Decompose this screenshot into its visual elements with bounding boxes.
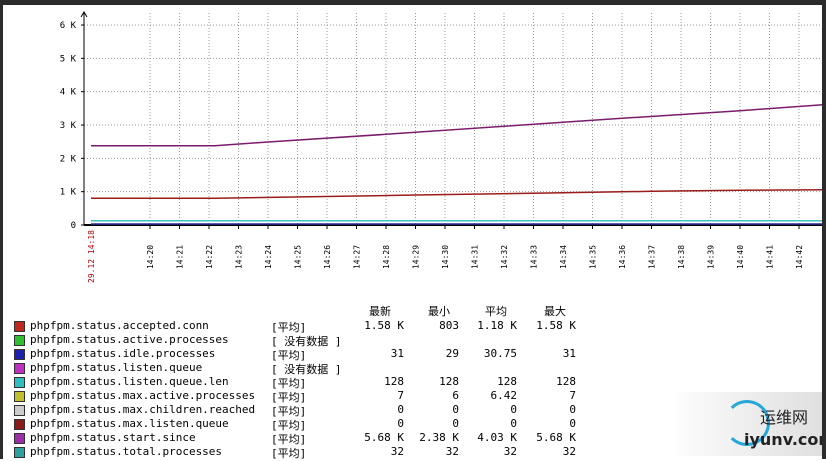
x-tick-label: 14:33 <box>530 245 539 269</box>
legend-item-name: phpfpm.status.max.listen.queue <box>30 417 229 430</box>
legend-item-value: 31 <box>506 347 576 360</box>
legend-row: phpfpm.status.active.processes[ 没有数据 ] <box>14 333 614 347</box>
x-tick-label: 14:42 <box>795 245 804 269</box>
y-tick-label: 6 K <box>60 21 77 31</box>
x-tick-label: 14:32 <box>500 245 509 269</box>
chart: 0 1 K 2 K 3 K 4 K 5 K 6 K 14:20 14:21 14:22 14:23 1… <box>0 0 826 300</box>
x-tick-label: 14:24 <box>264 245 273 269</box>
legend-swatch <box>14 377 25 388</box>
watermark: 运维网 iyunv.com <box>676 392 822 456</box>
x-tick-label: 14:37 <box>648 245 657 269</box>
x-tick-label: 14:31 <box>471 245 480 269</box>
y-tick-label: 3 K <box>60 121 77 131</box>
legend-item-value: 7 <box>506 389 576 402</box>
legend-item-name: phpfpm.status.idle.processes <box>30 347 215 360</box>
legend-item-value: 5.68 K <box>506 431 576 444</box>
legend-item-value: 1.58 K <box>506 319 576 332</box>
legend-item-name: phpfpm.status.max.children.reached <box>30 403 255 416</box>
x-tick-label: 14:36 <box>618 245 627 269</box>
x-tick-label: 14:26 <box>323 245 332 269</box>
legend-header-max: 最大 <box>544 303 566 317</box>
legend-row: phpfpm.status.listen.queue[ 没有数据 ] <box>14 361 614 375</box>
x-tick-label: 14:27 <box>353 245 362 269</box>
legend-swatch <box>14 321 25 332</box>
right-border <box>822 0 826 459</box>
x-tick-label: 14:38 <box>677 245 686 269</box>
x-tick-label: 14:29 <box>412 245 421 269</box>
legend-item-value: 0 <box>506 403 576 416</box>
y-tick-label: 0 <box>71 221 76 231</box>
y-tick-label: 5 K <box>60 54 77 64</box>
x-tick-label: 14:21 <box>176 245 185 269</box>
x-start-label: 29.12 14:18 <box>87 230 96 283</box>
x-tick-label: 14:41 <box>766 245 775 269</box>
legend-item-name: phpfpm.status.total.processes <box>30 445 222 458</box>
watermark-url: iyunv.com <box>744 430 826 449</box>
x-tick-label: 14:35 <box>589 245 598 269</box>
legend-swatch <box>14 419 25 430</box>
legend-swatch <box>14 405 25 416</box>
x-tick-label: 14:28 <box>382 245 391 269</box>
legend-item-value: 128 <box>506 375 576 388</box>
legend-item-value: 32 <box>506 445 576 458</box>
legend-swatch <box>14 447 25 458</box>
x-tick-label: 14:34 <box>559 245 568 269</box>
x-tick-label: 14:23 <box>235 245 244 269</box>
legend-item-name: phpfpm.status.accepted.conn <box>30 319 209 332</box>
y-tick-label: 2 K <box>60 154 77 164</box>
legend-swatch <box>14 433 25 444</box>
left-border <box>0 0 3 459</box>
legend-item-name: phpfpm.status.active.processes <box>30 333 229 346</box>
x-tick-label: 14:22 <box>205 245 214 269</box>
legend-swatch <box>14 335 25 346</box>
x-tick-label: 14:20 <box>146 245 155 269</box>
top-border <box>0 0 826 5</box>
x-tick-label: 14:25 <box>294 245 303 269</box>
legend-header-last: 最新 <box>369 303 391 317</box>
legend-swatch <box>14 349 25 360</box>
y-tick-label: 4 K <box>60 88 77 98</box>
legend-swatch <box>14 363 25 374</box>
y-tick-label: 1 K <box>60 188 77 198</box>
x-tick-label: 14:30 <box>441 245 450 269</box>
legend-item-name: phpfpm.status.listen.queue.len <box>30 375 229 388</box>
legend-header-avg: 平均 <box>485 303 507 317</box>
legend-swatch <box>14 391 25 402</box>
x-tick-label: 14:39 <box>707 245 716 269</box>
plot-area <box>84 13 822 225</box>
legend-item-name: phpfpm.status.start.since <box>30 431 196 444</box>
legend-header-min: 最小 <box>428 303 450 317</box>
legend-item-name: phpfpm.status.max.active.processes <box>30 389 255 402</box>
watermark-site-name: 运维网 <box>760 404 808 428</box>
legend-item-name: phpfpm.status.listen.queue <box>30 361 202 374</box>
x-tick-label: 14:40 <box>736 245 745 269</box>
legend-item-value: 0 <box>506 417 576 430</box>
